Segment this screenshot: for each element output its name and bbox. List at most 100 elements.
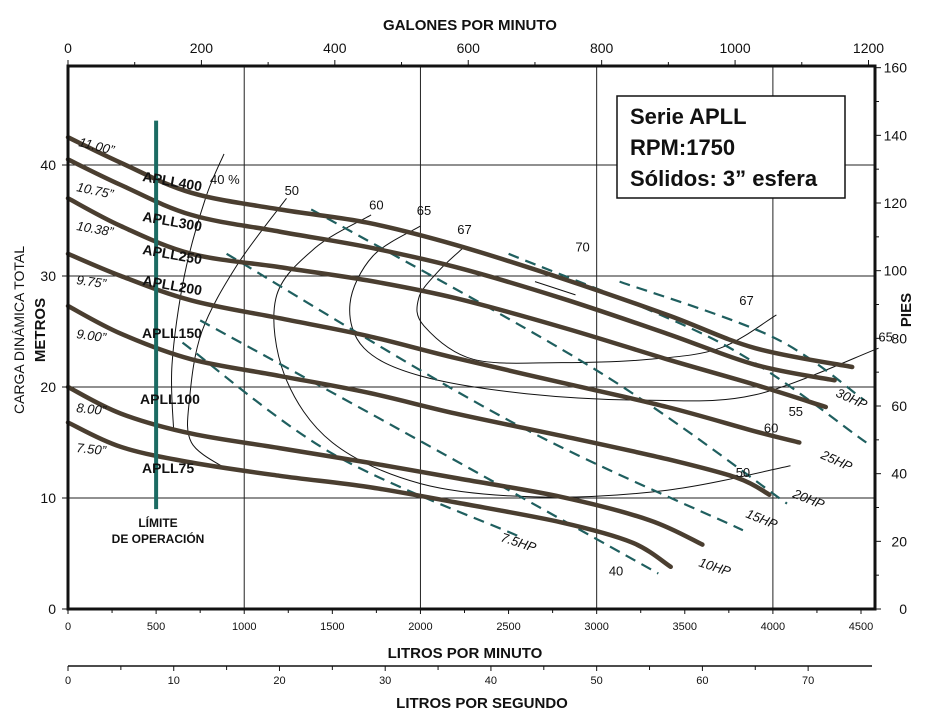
power-label: 20HP (790, 485, 827, 512)
y-right-tick-label: 120 (884, 195, 908, 211)
x-top-tick-label: 0 (64, 40, 72, 56)
y-right-tick-label: 20 (891, 533, 907, 549)
y-right-tick-label: 40 (891, 466, 907, 482)
efficiency-label: 50 (285, 183, 299, 198)
y-right-tick-label: 100 (884, 263, 908, 279)
efficiency-label: 65 (417, 203, 431, 218)
efficiency-curve (534, 281, 576, 296)
x-top-tick-label: 400 (323, 40, 347, 56)
y-left-tick-label: 10 (40, 490, 56, 506)
efficiency-label: 67 (457, 222, 471, 237)
power-label: 10HP (697, 555, 733, 579)
series-diameter-label: 11.00” (77, 134, 116, 157)
series-diameter-label: 10.38” (75, 218, 115, 239)
performance-curve (65, 420, 673, 570)
series-diameter-label: 9.75” (76, 272, 108, 291)
info-box: Serie APLL RPM:1750 Sólidos: 3” esfera (616, 95, 846, 199)
y-left-axis-title-line1: CARGA DINÁMICA TOTAL (11, 246, 27, 414)
x-second-tick-label: 40 (485, 675, 497, 687)
efficiency-curve (349, 225, 879, 402)
performance-curve (65, 196, 829, 410)
x-top-tick-label: 200 (190, 40, 214, 56)
x-bottom-tick-label: 3500 (673, 621, 697, 633)
power-label: 25HP (818, 447, 855, 474)
efficiency-label: 40 % (210, 172, 240, 187)
x-top-axis-title: GALONES POR MINUTO (383, 17, 557, 34)
y-left-tick-label: 40 (40, 157, 56, 173)
efficiency-label: 67 (739, 293, 753, 308)
power-curve (310, 208, 788, 505)
x-bottom-axis-title: LITROS POR MINUTO (388, 645, 543, 662)
x-bottom-tick-label: 0 (65, 621, 71, 633)
x-bottom-tick-label: 3000 (584, 621, 608, 633)
operating-limit-label-line1: LÍMITE (138, 515, 177, 530)
x-second-axis-title: LITROS POR SEGUNDO (396, 695, 568, 712)
plot-frame (66, 64, 877, 611)
power-curves (181, 208, 867, 575)
power-curve (181, 341, 518, 537)
power-label: 7.5HP (499, 530, 538, 556)
x-top-tick-label: 1000 (719, 40, 750, 56)
performance-curve (65, 303, 772, 497)
info-rpm: RPM:1750 (630, 135, 735, 160)
efficiency-label: 55 (789, 404, 803, 419)
performance-curve (65, 157, 837, 383)
series-diameter-label: 7.50” (76, 440, 108, 458)
x-bottom-tick-label: 4500 (849, 621, 873, 633)
y-left-tick-label: 20 (40, 379, 56, 395)
x-second-tick-label: 70 (802, 675, 814, 687)
x-second-tick-label: 20 (273, 675, 285, 687)
x-second-tick-label: 10 (168, 675, 180, 687)
info-solids: Sólidos: 3” esfera (630, 166, 818, 191)
series-model-label: APLL100 (140, 391, 200, 407)
x-bottom-tick-label: 1500 (320, 621, 344, 633)
series-model-label: APLL150 (142, 325, 202, 341)
power-curve (199, 319, 659, 575)
series-model-label: APLL250 (141, 241, 203, 267)
y-left-tick-label: 30 (40, 268, 56, 284)
power-label: 15HP (744, 506, 780, 532)
power-curve (508, 252, 867, 444)
x-second-tick-label: 30 (379, 675, 391, 687)
x-second-tick-label: 50 (591, 675, 603, 687)
efficiency-label: 70 (575, 240, 589, 255)
x-bottom-tick-label: 500 (147, 621, 165, 633)
series-diameter-label: 8.00” (76, 400, 108, 418)
y-right-axis-title: PIES (898, 293, 915, 327)
y-right-tick-label: 0 (899, 601, 907, 617)
efficiency-curve (187, 198, 287, 470)
series-model-label: APLL400 (141, 168, 203, 194)
x-top-tick-label: 800 (590, 40, 614, 56)
x-bottom-tick-label: 2500 (496, 621, 520, 633)
chart-labels: APLL400 11.00” APLL300 10.75” APLL250 10.38” A… (75, 134, 893, 579)
series-diameter-label: 10.75” (75, 179, 115, 201)
power-curve (619, 280, 866, 402)
performance-curve (65, 251, 802, 445)
performance-curve (65, 384, 705, 547)
y-right-tick-label: 140 (884, 127, 908, 143)
x-top-tick-label: 1200 (853, 40, 884, 56)
y-left-tick-label: 0 (48, 601, 56, 617)
info-box-frame (616, 95, 846, 199)
series-model-label: APLL300 (141, 208, 203, 234)
efficiency-curve (416, 247, 777, 364)
efficiency-label: 60 (764, 421, 778, 436)
y-right-tick-label: 160 (884, 60, 908, 76)
efficiency-label: 65 (878, 329, 892, 344)
performance-curves (65, 135, 855, 570)
operating-limit-label-line2: DE OPERACIÓN (112, 531, 205, 546)
performance-curve (65, 135, 855, 370)
y-right-tick-label: 60 (891, 398, 907, 414)
x-bottom-tick-label: 2000 (408, 621, 432, 633)
x-bottom-tick-label: 1000 (232, 621, 256, 633)
efficiency-curve (170, 153, 225, 432)
x-top-tick-label: 600 (457, 40, 481, 56)
efficiency-label: 60 (369, 197, 383, 212)
efficiency-label: 40 (609, 564, 623, 579)
x-bottom-tick-label: 4000 (761, 621, 785, 633)
power-curve (226, 252, 744, 532)
power-label: 30HP (834, 385, 870, 412)
y-left-axis-title-line2: METROS (32, 298, 49, 362)
